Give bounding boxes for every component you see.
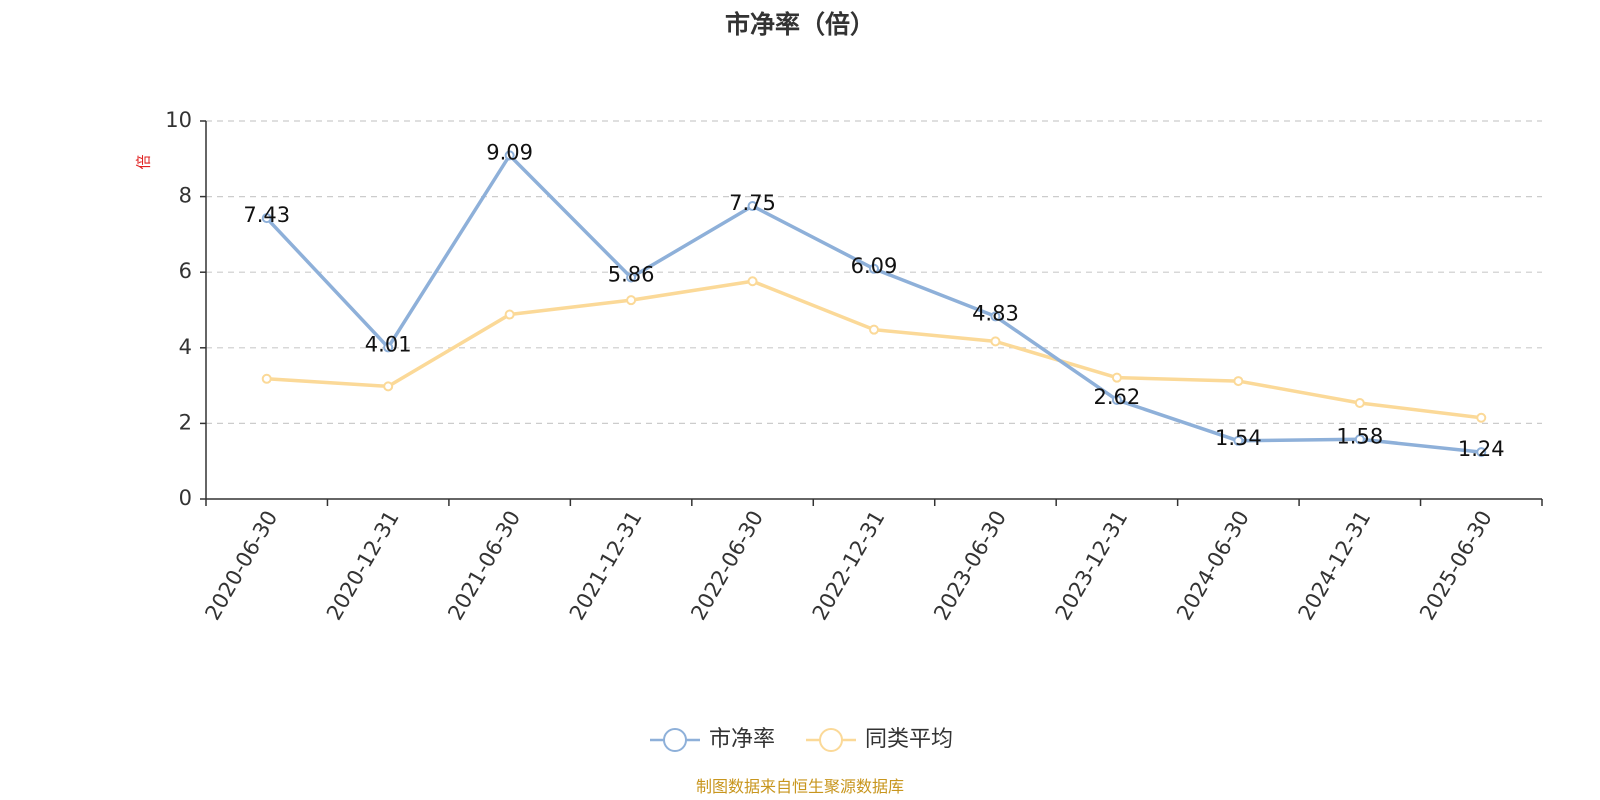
series-line-0 <box>265 153 1482 454</box>
data-label: 4.01 <box>365 332 412 356</box>
series-point-1 <box>261 373 272 384</box>
x-axis-ticks: 2020-06-30 2020-12-31 2021-06-30 2021-12-31… <box>200 499 1543 625</box>
series-point-1 <box>1111 372 1122 383</box>
data-label: 7.75 <box>729 191 776 215</box>
data-label: 6.09 <box>851 254 898 278</box>
series-group <box>261 150 1487 458</box>
series-point-1 <box>1476 412 1487 423</box>
data-label: 5.86 <box>608 262 655 286</box>
series-point-0 <box>869 263 879 274</box>
chart-title: 市净率（倍） <box>725 10 875 39</box>
data-label: 9.09 <box>486 140 533 164</box>
series-point-1 <box>990 336 1001 347</box>
series-point-1 <box>1233 376 1244 387</box>
series-line-1 <box>266 279 1482 420</box>
y-tick-label: 8 <box>179 184 192 208</box>
axes <box>205 121 1542 500</box>
data-label: 1.58 <box>1336 424 1383 448</box>
x-tick-label: 2023-06-30 <box>929 507 1011 625</box>
series-point-0 <box>990 311 1001 322</box>
grid-lines <box>206 120 1542 424</box>
x-tick-label: 2021-06-30 <box>443 507 525 625</box>
data-label: 2.62 <box>1094 385 1141 409</box>
series-point-0 <box>1111 394 1122 405</box>
data-label: 4.83 <box>972 301 1019 325</box>
x-tick-label: 2025-06-30 <box>1415 507 1497 625</box>
legend-marker-1 <box>819 728 843 752</box>
series-point-0 <box>504 150 515 161</box>
y-tick-label: 10 <box>165 108 192 132</box>
legend-marker-0 <box>663 728 687 752</box>
series-point-1 <box>504 309 515 320</box>
series-point-1 <box>747 276 758 287</box>
series-point-0 <box>261 213 272 224</box>
x-tick-label: 2023-12-31 <box>1051 507 1133 625</box>
y-tick-label: 4 <box>179 335 192 359</box>
series-point-0 <box>626 272 637 283</box>
series-point-1 <box>1354 397 1365 408</box>
x-tick-label: 2022-06-30 <box>686 507 768 625</box>
data-label: 1.54 <box>1215 426 1262 450</box>
y-tick-label: 6 <box>179 259 192 283</box>
series-point-1 <box>626 295 637 306</box>
legend-label-0: 市净率 <box>709 727 775 752</box>
x-tick-label: 2022-12-31 <box>808 507 890 625</box>
series-point-0 <box>747 201 758 212</box>
series-point-0 <box>383 342 394 353</box>
y-axis-unit: 倍 <box>135 154 153 169</box>
data-label: 7.43 <box>243 203 290 227</box>
y-tick-label: 0 <box>179 486 192 510</box>
y-tick-label: 2 <box>179 410 192 434</box>
data-labels: 7.43 4.01 9.09 5.86 7.75 6.09 4.83 2.62 1.54 1.58… <box>243 140 1504 461</box>
x-tick-label: 2024-12-31 <box>1294 507 1376 625</box>
x-tick-label: 2021-12-31 <box>565 507 647 625</box>
series-point-0 <box>1354 434 1365 445</box>
legend: 市净率 同类平均 <box>650 727 953 752</box>
series-point-0 <box>1476 447 1487 458</box>
x-tick-label: 2024-06-30 <box>1172 507 1254 625</box>
data-label: 1.24 <box>1458 437 1505 461</box>
series-point-1 <box>383 381 394 392</box>
y-axis-ticks: 0 2 4 6 8 10 <box>165 108 206 510</box>
x-tick-label: 2020-12-31 <box>322 507 404 625</box>
source-note: 制图数据来自恒生聚源数据库 <box>696 777 904 796</box>
x-tick-label: 2020-06-30 <box>200 507 282 625</box>
series-point-1 <box>869 324 879 335</box>
series-point-0 <box>1233 435 1244 446</box>
legend-label-1: 同类平均 <box>865 727 953 752</box>
